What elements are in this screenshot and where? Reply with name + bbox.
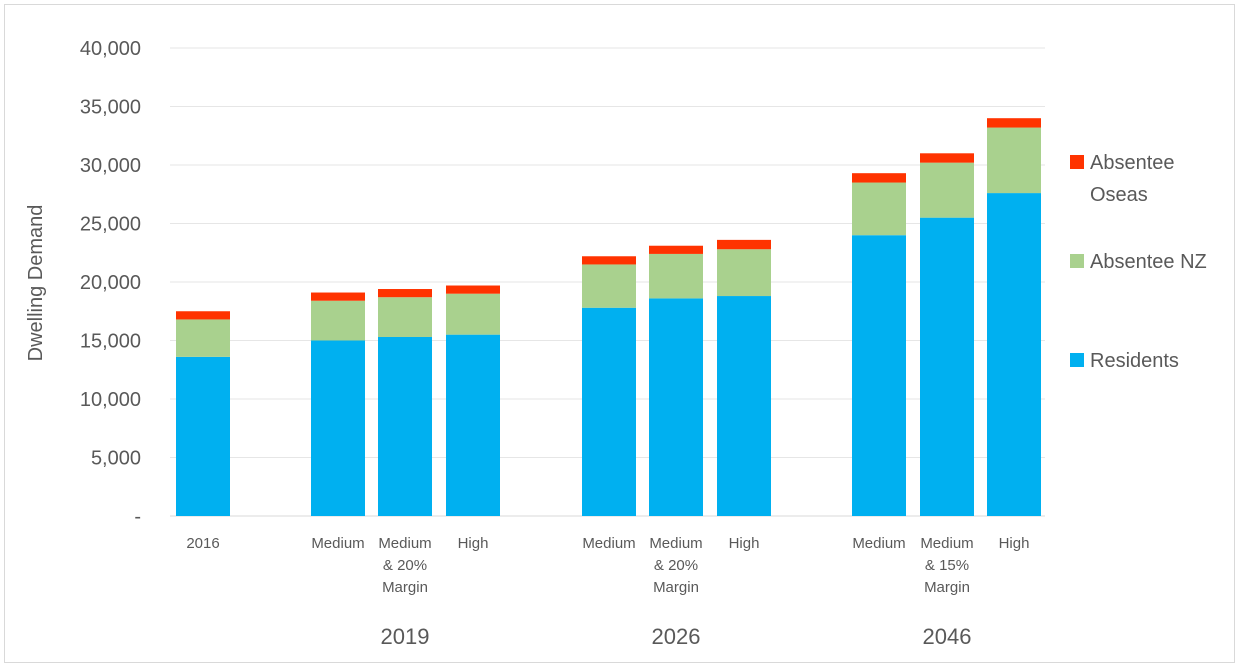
bar-segment-residents-5 xyxy=(649,298,703,516)
bar-segment-absentee-nz-9 xyxy=(987,127,1041,194)
bar-segment-absentee-oseas-8 xyxy=(920,153,974,163)
x-group-label: 2019 xyxy=(381,624,430,649)
bar-segment-residents-8 xyxy=(920,217,974,516)
y-tick-label: 30,000 xyxy=(80,155,141,177)
x-axis-category-labels: 2016 Medium Medium & 20% Margin High Medium Med… xyxy=(186,535,1029,596)
bar-segment-absentee-nz-8 xyxy=(920,162,974,218)
y-axis-ticks: - 5,000 10,000 15,000 20,000 25,000 30,000 35,0… xyxy=(80,38,141,528)
bar-segment-absentee-oseas-6 xyxy=(717,239,771,250)
bar-segment-absentee-oseas-3 xyxy=(446,285,500,294)
x-category-label: High xyxy=(729,535,760,552)
bar-segment-absentee-oseas-0 xyxy=(176,311,230,320)
bar-segment-absentee-oseas-2 xyxy=(378,289,432,298)
legend-swatch xyxy=(1070,353,1084,367)
bar-segment-residents-1 xyxy=(311,340,365,516)
x-category-label: Margin xyxy=(382,579,428,596)
bar-segment-residents-9 xyxy=(987,193,1041,516)
bar-segment-residents-4 xyxy=(582,307,636,516)
bar-segment-residents-0 xyxy=(176,356,230,516)
x-group-label: 2046 xyxy=(923,624,972,649)
bar-segment-residents-6 xyxy=(717,296,771,516)
x-category-label: Medium xyxy=(582,535,635,552)
x-category-label: Margin xyxy=(924,579,970,596)
x-category-label: High xyxy=(999,535,1030,552)
x-category-label: Medium xyxy=(311,535,364,552)
bar-segment-residents-7 xyxy=(852,235,906,516)
bar-segment-absentee-oseas-9 xyxy=(987,118,1041,128)
x-category-label: Margin xyxy=(653,579,699,596)
y-tick-label: 25,000 xyxy=(80,214,141,236)
bar-segment-residents-3 xyxy=(446,334,500,516)
x-category-label: High xyxy=(458,535,489,552)
y-tick-label: 10,000 xyxy=(80,389,141,411)
bar-segment-absentee-nz-2 xyxy=(378,297,432,337)
bar-segment-absentee-oseas-4 xyxy=(582,256,636,265)
legend-label: Absentee Oseas xyxy=(1090,152,1175,206)
bar-segment-absentee-nz-5 xyxy=(649,253,703,299)
x-category-label: 2016 xyxy=(186,535,219,552)
legend-label: Residents xyxy=(1090,350,1179,372)
legend: Absentee Oseas Absentee NZ Residents xyxy=(1070,152,1207,372)
x-axis-group-labels: 2019 2026 2046 xyxy=(381,624,972,649)
y-tick-label: 15,000 xyxy=(80,331,141,353)
x-category-label: Medium xyxy=(920,535,973,552)
x-category-label: Medium xyxy=(649,535,702,552)
y-tick-label: - xyxy=(134,506,141,528)
bar-segment-absentee-nz-6 xyxy=(717,249,771,297)
bar-segment-absentee-oseas-7 xyxy=(852,173,906,183)
bar-segment-absentee-nz-4 xyxy=(582,264,636,308)
bar-segment-absentee-nz-0 xyxy=(176,319,230,357)
bar-segment-absentee-nz-7 xyxy=(852,182,906,236)
x-category-label: & 20% xyxy=(654,557,698,574)
legend-swatch xyxy=(1070,254,1084,268)
x-category-label: Medium xyxy=(378,535,431,552)
bars xyxy=(176,118,1041,516)
y-tick-label: 35,000 xyxy=(80,97,141,119)
y-tick-label: 40,000 xyxy=(80,38,141,60)
y-axis-label: Dwelling Demand xyxy=(25,205,47,362)
x-group-label: 2026 xyxy=(652,624,701,649)
legend-swatch xyxy=(1070,155,1084,169)
bar-segment-absentee-nz-3 xyxy=(446,293,500,335)
x-category-label: & 20% xyxy=(383,557,427,574)
bar-segment-absentee-oseas-1 xyxy=(311,292,365,301)
y-tick-label: 5,000 xyxy=(91,448,141,470)
bar-segment-absentee-nz-1 xyxy=(311,300,365,341)
y-tick-label: 20,000 xyxy=(80,272,141,294)
bar-segment-absentee-oseas-5 xyxy=(649,245,703,254)
bar-segment-residents-2 xyxy=(378,336,432,516)
x-category-label: & 15% xyxy=(925,557,969,574)
legend-label: Absentee NZ xyxy=(1090,251,1207,273)
x-category-label: Medium xyxy=(852,535,905,552)
